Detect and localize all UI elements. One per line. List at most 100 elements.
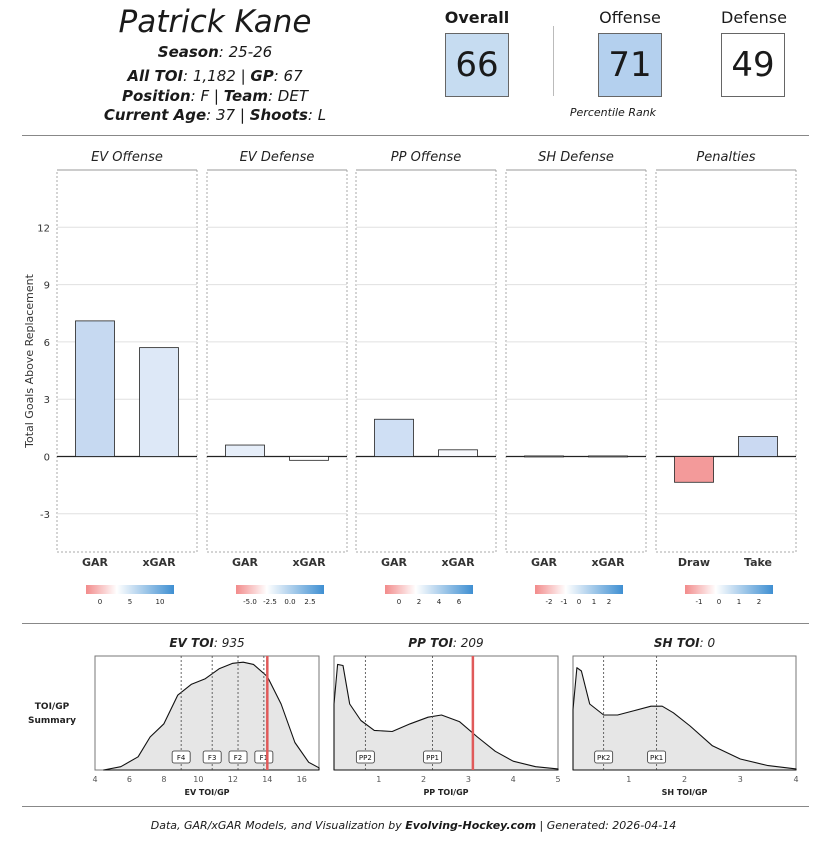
toi-x-tick-label: 10 [193,775,203,784]
marker-box [647,750,667,764]
legend-tick-label: 10 [156,598,165,606]
season-line: Season: 25-26 [157,43,273,61]
toi-panel-2: PP TOI: 209 PP2 PP1 1 2 3 4 5 PP TOI/GP [333,636,561,797]
legend-tick-label: 2 [757,598,761,606]
footer-divider [22,806,809,807]
legend-tick-label: 2.5 [304,598,315,606]
bar-gar [225,444,265,457]
footer-credit: Data, GAR/xGAR Models, and Visualization… [0,819,827,832]
panel-sh-defense: SH Defense GAR xGAR -2 -1 0 1 2 [505,150,647,606]
toi-panel-title: SH TOI: 0 [654,636,716,650]
legend-tick-label: -1 [561,598,568,606]
toi-side-label: Summary [28,716,76,726]
x-tick-label: Take [744,556,772,569]
legend-tick-label: 1 [737,598,741,606]
toi-x-axis-label: PP TOI/GP [423,788,468,797]
legend-tick-label: -5.0 [243,598,257,606]
toi-line: All TOI: 1,182 | GP: 67 [127,67,303,85]
team-label: Team [223,87,268,105]
legend-colorbar [385,585,473,594]
legend-tick-label: 0 [577,598,581,606]
toi-title-label: PP TOI [408,636,453,650]
x-tick-label: xGAR [142,556,176,569]
gar-chart: Total Goals Above Replacement-3036912EV … [23,150,797,606]
x-tick-label: GAR [82,556,109,569]
player-name: Patrick Kane [118,4,312,40]
bar-xgar [289,456,329,461]
season-label: Season [157,43,219,61]
toi-title-value: : 935 [214,636,245,650]
toi-x-axis-label: EV TOI/GP [184,788,229,797]
offense-label: Offense [599,8,661,27]
footer-brand: Evolving-Hockey.com [405,819,537,832]
toi-x-tick-label: 4 [92,775,97,784]
panel-frame [655,169,797,553]
toi-x-tick-label: 5 [555,775,560,784]
marker-box [423,750,442,764]
marker-box [228,750,248,764]
position-line: Position: F | Team: DET [122,87,308,105]
mid-divider [22,623,809,624]
toi-label: All TOI [127,67,184,85]
density-curve [103,661,320,771]
panel-title: EV Defense [240,150,315,165]
y-tick-label: 0 [44,453,50,464]
position-label: Position [122,87,191,105]
legend-tick-label: -1 [696,598,703,606]
bar-xgar [588,455,628,458]
marker-label: PP2 [359,754,372,762]
toi-x-tick-label: 1 [376,775,381,784]
marker-box [202,750,222,764]
panel-title: PP Offense [391,150,461,165]
panel-ev-offense: EV Offense GAR xGAR 0 5 10 [56,150,198,606]
toi-title-label: EV TOI [169,636,214,650]
y-tick-label: 12 [37,223,50,234]
panel-frame [206,169,348,553]
bar-draw [674,456,714,483]
density-curve [333,663,559,771]
legend-tick-label: 4 [437,598,442,606]
panel-pp-offense: PP Offense GAR xGAR 0 2 4 6 [355,150,497,606]
age-line: Current Age: 37 | Shoots: L [103,106,327,124]
toi-title-label: SH TOI [654,636,700,650]
marker-box [171,750,191,764]
toi-x-axis-label: SH TOI/GP [662,788,708,797]
marker-label: F4 [177,754,186,762]
legend-tick-label: -2 [546,598,553,606]
y-axis-label: Total Goals Above Replacement [23,273,36,448]
legend-colorbar [535,585,623,594]
legend-tick-label: 0 [717,598,721,606]
gp-label: GP [250,67,274,85]
header-divider [22,135,809,136]
bar-take [738,436,778,457]
toi-panel-1: EV TOI: 935 F4 F3 F2 F1 4 6 8 10 12 14 16 EV TOI/GP [92,636,320,797]
marker-label: F3 [208,754,216,762]
panel-frame [355,169,497,553]
overall-label: Overall [444,8,510,27]
team-value: DET [277,87,308,105]
y-tick-label: -3 [40,510,50,521]
shoots-value: L [317,106,327,124]
toi-x-tick-label: 8 [161,775,166,784]
gp-value: 67 [283,67,303,85]
legend-tick-label: -2.5 [263,598,277,606]
age-label: Current Age [103,106,207,124]
panel-title: EV Offense [91,150,163,165]
legend-tick-label: 1 [592,598,596,606]
toi-x-tick-label: 3 [738,775,743,784]
bar-gar [374,418,414,457]
toi-x-tick-label: 16 [297,775,307,784]
score-divider [553,26,554,96]
x-tick-label: GAR [232,556,259,569]
panel-ev-defense: EV Defense GAR xGAR -5.0 -2.5 0.0 2.5 [206,150,348,606]
footer-suffix: | Generated: 2026-04-14 [536,819,677,832]
panel-frame [505,169,647,553]
toi-title-value: : 0 [700,636,716,650]
legend-tick-label: 0.0 [284,598,295,606]
toi-x-tick-label: 12 [228,775,238,784]
bar-xgar [139,347,179,457]
toi-x-tick-label: 14 [262,775,272,784]
age-value: 37 [216,106,236,124]
x-tick-label: xGAR [441,556,475,569]
bar-gar [75,320,115,457]
